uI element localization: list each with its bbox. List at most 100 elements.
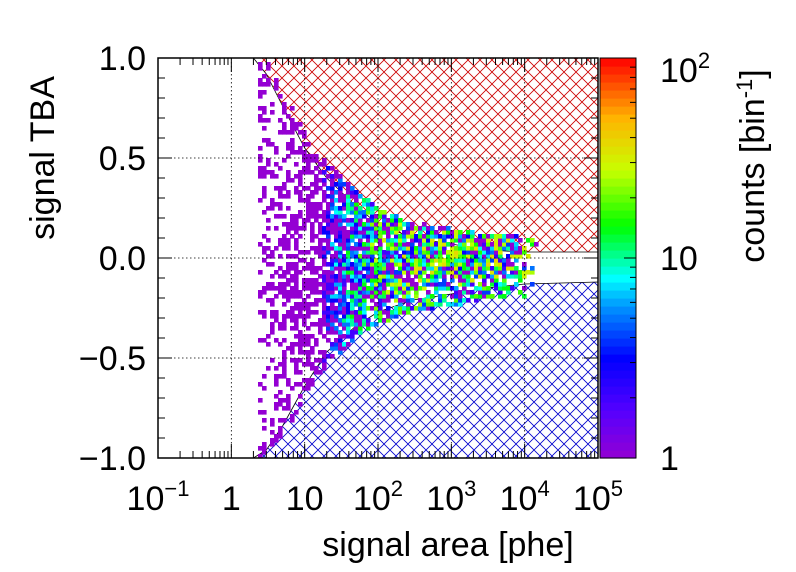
heatmap-cell: [298, 190, 303, 195]
heatmap-cell: [346, 310, 351, 315]
heatmap-cell: [446, 242, 451, 247]
heatmap-cell: [498, 250, 503, 255]
heatmap-cell: [258, 410, 263, 415]
heatmap-cell: [298, 330, 303, 335]
x-tick-label: 103: [426, 476, 476, 518]
heatmap-cell: [474, 238, 479, 243]
heatmap-cell: [458, 278, 463, 283]
heatmap-cell: [270, 110, 275, 115]
heatmap-cell: [482, 290, 487, 295]
heatmap-cell: [358, 262, 363, 267]
heatmap-cell: [334, 318, 339, 323]
heatmap-cell: [434, 282, 439, 287]
heatmap-cell: [498, 294, 503, 299]
heatmap-cell: [366, 234, 371, 239]
heatmap-cell: [334, 338, 339, 343]
colorbar-step: [600, 298, 636, 307]
heatmap-cell: [318, 322, 323, 327]
heatmap-cell: [338, 294, 343, 299]
heatmap-cell: [374, 262, 379, 267]
heatmap-cell: [458, 242, 463, 247]
heatmap-cell: [274, 438, 279, 443]
heatmap-cell: [310, 214, 315, 219]
heatmap-cell: [358, 330, 363, 335]
heatmap-cell: [494, 242, 499, 247]
heatmap-cell: [286, 254, 291, 259]
heatmap-cell: [498, 290, 503, 295]
heatmap-cell: [286, 310, 291, 315]
heatmap-cell: [370, 278, 375, 283]
heatmap-cell: [302, 222, 307, 227]
y-tick-label: −1.0: [79, 440, 146, 478]
heatmap-cell: [266, 142, 271, 147]
colorbar-step: [600, 178, 636, 187]
heatmap-cell: [346, 270, 351, 275]
heatmap-cell: [406, 298, 411, 303]
heatmap-cell: [430, 258, 435, 263]
heatmap-cell: [498, 254, 503, 259]
heatmap-cell: [434, 246, 439, 251]
heatmap-cell: [342, 334, 347, 339]
heatmap-cell: [334, 170, 339, 175]
heatmap-cell: [394, 250, 399, 255]
heatmap-cell: [398, 310, 403, 315]
heatmap-cell: [290, 126, 295, 131]
heatmap-cell: [346, 186, 351, 191]
heatmap-cell: [434, 258, 439, 263]
heatmap-cell: [402, 266, 407, 271]
heatmap-cell: [334, 258, 339, 263]
heatmap-cell: [314, 250, 319, 255]
heatmap-cell: [410, 230, 415, 235]
heatmap-cell: [430, 306, 435, 311]
heatmap-cell: [370, 254, 375, 259]
heatmap-cell: [274, 294, 279, 299]
heatmap-cell: [298, 310, 303, 315]
colorbar-step: [600, 402, 636, 411]
heatmap-cell: [314, 182, 319, 187]
heatmap-cell: [298, 234, 303, 239]
heatmap-cell: [394, 226, 399, 231]
heatmap-cell: [490, 270, 495, 275]
heatmap-cell: [310, 154, 315, 159]
heatmap-cell: [334, 210, 339, 215]
heatmap-cell: [318, 162, 323, 167]
heatmap-cell: [358, 274, 363, 279]
heatmap-cell: [438, 282, 443, 287]
heatmap-cell: [358, 306, 363, 311]
heatmap-cell: [274, 174, 279, 179]
heatmap-cell: [358, 254, 363, 259]
heatmap-cell: [294, 246, 299, 251]
heatmap-cell: [478, 258, 483, 263]
heatmap-cell: [306, 354, 311, 359]
heatmap-cell: [338, 322, 343, 327]
heatmap-cell: [510, 274, 515, 279]
heatmap-cell: [326, 354, 331, 359]
heatmap-cell: [442, 262, 447, 267]
heatmap-cell: [278, 290, 283, 295]
heatmap-cell: [494, 274, 499, 279]
colorbar-step: [600, 258, 636, 267]
heatmap-cell: [290, 130, 295, 135]
heatmap-cell: [402, 294, 407, 299]
heatmap-cell: [282, 234, 287, 239]
heatmap-cell: [278, 194, 283, 199]
heatmap-cell: [322, 158, 327, 163]
heatmap-cell: [298, 150, 303, 155]
heatmap-cell: [378, 242, 383, 247]
heatmap-cell: [262, 338, 267, 343]
heatmap-cell: [298, 170, 303, 175]
heatmap-cell: [374, 270, 379, 275]
heatmap-cell: [290, 146, 295, 151]
heatmap-cell: [318, 282, 323, 287]
heatmap-cell: [506, 262, 511, 267]
heatmap-cell: [366, 322, 371, 327]
heatmap-cell: [342, 246, 347, 251]
heatmap-cell: [318, 178, 323, 183]
heatmap-cell: [310, 238, 315, 243]
heatmap-cell: [434, 230, 439, 235]
heatmap-cell: [330, 222, 335, 227]
heatmap-cell: [378, 306, 383, 311]
heatmap-cell: [518, 250, 523, 255]
heatmap-cell: [422, 306, 427, 311]
heatmap-cell: [338, 286, 343, 291]
